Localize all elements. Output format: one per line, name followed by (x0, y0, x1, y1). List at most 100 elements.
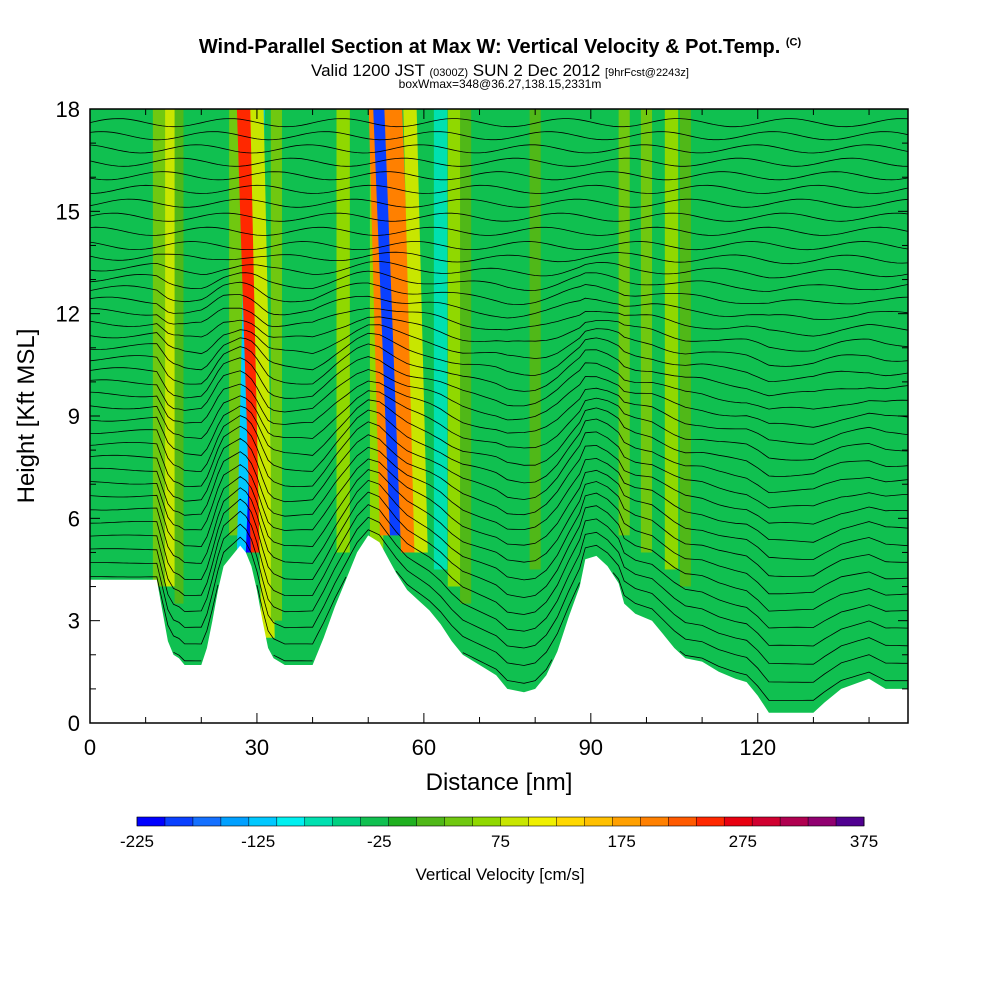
theta-contour (90, 469, 908, 577)
colorbar-swatch (528, 817, 557, 826)
valid-prefix: Valid 1200 JST (311, 61, 425, 80)
theta-contour (90, 270, 908, 292)
y-tick-label: 6 (68, 506, 80, 531)
y-tick-label: 9 (68, 404, 80, 429)
colorbar-swatch (416, 817, 446, 826)
colorbar: -225 -125 -25 75 175 275 375 (120, 816, 878, 851)
theta-contour (90, 516, 908, 647)
terrain (90, 535, 908, 723)
theta-contour (90, 226, 908, 236)
copyright-mark: (C) (785, 36, 802, 49)
theta-contour (90, 446, 908, 543)
theta-contour (90, 458, 908, 560)
theta-contour (90, 529, 908, 665)
velocity-band (679, 109, 691, 587)
theta-contour (90, 241, 908, 251)
theta-contour (90, 307, 908, 337)
colorbar-swatch (220, 817, 250, 826)
theta-contour (90, 491, 908, 612)
velocity-band (433, 109, 448, 570)
colorbar-swatch (752, 817, 781, 826)
velocity-band (384, 109, 419, 553)
colorbar-swatch (444, 817, 474, 826)
colorbar-swatch (780, 817, 809, 826)
colorbar-swatch (304, 817, 334, 826)
colorbar-swatch (640, 817, 669, 826)
theta-contour (90, 390, 908, 461)
chart-title: Wind-Parallel Section at Max W: Vertical… (198, 36, 802, 58)
colorbar-title: Vertical Velocity [cm/s] (415, 865, 584, 884)
y-axis-title: Height [Kft MSL] (13, 329, 40, 504)
theta-contour (90, 332, 908, 383)
colorbar-label: -125 (241, 832, 275, 851)
theta-contour (90, 324, 908, 367)
colorbar-swatch (388, 817, 418, 826)
theta-contour (90, 434, 908, 525)
colorbar-swatch (360, 817, 390, 826)
theta-contour (90, 343, 908, 397)
x-tick-label: 0 (84, 735, 96, 760)
x-tick-label: 120 (739, 735, 776, 760)
colorbar-swatch (696, 817, 725, 826)
colorbar-swatch (276, 817, 306, 826)
colorbar-swatch (836, 817, 865, 826)
theta-contour (90, 380, 908, 445)
theta-contour (90, 251, 908, 265)
velocity-band (664, 109, 679, 570)
colorbar-swatch (612, 817, 641, 826)
forecast-label: [9hrFcst@2243z] (605, 67, 689, 79)
x-tick-label: 90 (579, 735, 603, 760)
colorbar-swatch (248, 817, 278, 826)
theta-contour (173, 650, 908, 701)
theta-contour (90, 144, 908, 154)
colorbar-swatch (137, 817, 166, 826)
colorbar-label: 175 (607, 832, 635, 851)
theta-contour (90, 316, 908, 352)
colorbar-swatch (332, 817, 362, 826)
velocity-band (270, 109, 282, 621)
colorbar-label: -225 (120, 832, 154, 851)
theta-contour (90, 356, 908, 410)
colorbar-label: 75 (491, 832, 510, 851)
velocity-band (165, 109, 177, 587)
colorbar-swatch (808, 817, 837, 826)
velocity-band (336, 109, 350, 553)
theta-contour (90, 131, 908, 141)
colorbar-swatch (500, 817, 529, 826)
valid-zulu: (0300Z) (429, 67, 468, 79)
velocity-band (460, 109, 472, 604)
y-tick-label: 15 (56, 199, 80, 224)
theta-contour (90, 294, 908, 320)
theta-contour (90, 369, 908, 428)
velocity-band (529, 109, 541, 570)
colorbar-swatch (472, 817, 501, 826)
colorbar-swatch (164, 817, 194, 826)
y-tick-label: 18 (56, 97, 80, 122)
theta-contour (90, 118, 908, 128)
theta-contour (90, 184, 908, 194)
chart-subtitle: Valid 1200 JST (0300Z) SUN 2 Dec 2012 [9… (0, 61, 1000, 81)
terrain-mask (90, 535, 908, 723)
boxwmax-label: boxWmax=348@36.27,138.15,2331m (398, 77, 602, 91)
colorbar-swatch (192, 817, 222, 826)
theta-contour (90, 198, 908, 208)
theta-contour (90, 399, 908, 477)
theta-contour (90, 409, 908, 494)
theta-contour (90, 504, 908, 629)
theta-contour (90, 281, 908, 305)
x-tick-label: 60 (412, 735, 436, 760)
theta-contours (90, 118, 908, 701)
theta-contour (90, 212, 908, 222)
colorbar-label: 275 (729, 832, 757, 851)
theta-contour (90, 479, 908, 595)
y-tick-label: 0 (68, 711, 80, 736)
velocity-band (174, 109, 184, 604)
colorbar-swatch (724, 817, 753, 826)
colorbar-label: -25 (367, 832, 392, 851)
colorbar-swatch (556, 817, 585, 826)
x-axis-title: Distance [nm] (426, 769, 573, 796)
velocity-band (250, 109, 275, 638)
axis-ticks (89, 108, 908, 724)
theta-contour (90, 171, 908, 181)
